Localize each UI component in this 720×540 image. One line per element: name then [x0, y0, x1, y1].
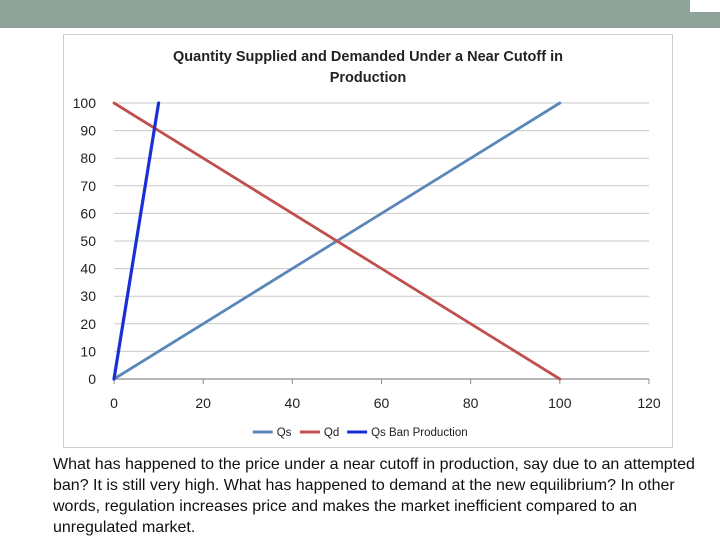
series-line-2 — [112, 101, 562, 381]
slide-header-bar — [0, 0, 720, 28]
y-tick-label-100: 100 — [73, 95, 97, 111]
x-tick-label-40: 40 — [285, 395, 301, 411]
y-tick-label-50: 50 — [80, 233, 96, 249]
y-tick-label-30: 30 — [80, 288, 96, 304]
y-tick-label-80: 80 — [80, 150, 96, 166]
slide-caption: What has happened to the price under a n… — [53, 456, 695, 536]
legend-label-2: Qd — [324, 427, 339, 439]
legend-label-3: Qs Ban Production — [371, 427, 468, 439]
x-tick-label-80: 80 — [463, 395, 479, 411]
y-tick-label-90: 90 — [80, 123, 96, 139]
x-tick-label-0: 0 — [110, 395, 118, 411]
x-tick-label-60: 60 — [374, 395, 390, 411]
y-tick-label-60: 60 — [80, 205, 96, 221]
header-notch — [690, 0, 720, 12]
y-tick-label-20: 20 — [80, 316, 96, 332]
chart-title-line-1: Quantity Supplied and Demanded Under a N… — [173, 49, 563, 65]
y-tick-label-0: 0 — [88, 371, 96, 387]
legend-label-1: Qs — [277, 427, 292, 439]
y-tick-label-10: 10 — [80, 343, 96, 359]
series-line-3 — [112, 101, 161, 381]
chart-title-line-2: Production — [330, 70, 407, 86]
y-tick-label-70: 70 — [80, 178, 96, 194]
x-tick-label-100: 100 — [548, 395, 572, 411]
x-tick-label-20: 20 — [195, 395, 211, 411]
x-tick-label-120: 120 — [637, 395, 661, 411]
y-tick-label-40: 40 — [80, 261, 96, 277]
